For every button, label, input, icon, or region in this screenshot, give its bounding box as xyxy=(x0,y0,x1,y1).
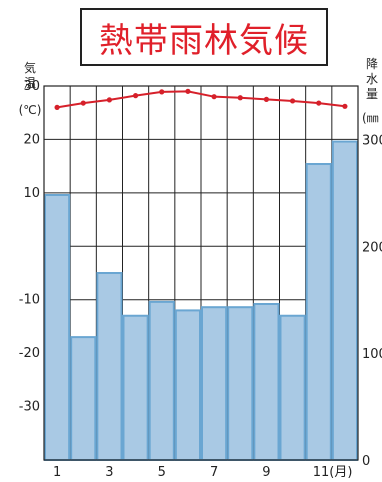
temp-point-9 xyxy=(263,96,270,102)
precip-bar-10 xyxy=(279,314,306,461)
precip-bar-6 xyxy=(174,309,201,461)
left-tick-label: 10 xyxy=(23,186,40,201)
x-tick-label: 9 xyxy=(262,465,270,480)
left-tick-label: -20 xyxy=(19,346,40,361)
left-axis-label-char: 気 xyxy=(24,60,36,75)
temperature-line xyxy=(54,88,348,110)
left-tick-label: 20 xyxy=(23,132,40,147)
temperature-polyline xyxy=(56,90,346,109)
temp-point-7 xyxy=(211,94,217,100)
temp-point-8 xyxy=(237,95,243,101)
left-axis-label-char: 温 xyxy=(24,76,36,90)
left-tick-label: -10 xyxy=(19,293,40,308)
right-axis-unit: (㎜ xyxy=(362,111,379,125)
axis-labels: 気温 (℃) 30 20 10 -10 -20 -30 降水量 (㎜ 300 200 100 0 1 3 5 7 9… xyxy=(19,57,382,480)
temp-point-4 xyxy=(132,93,139,99)
plot-frame xyxy=(43,85,359,461)
right-axis-label-char: 量 xyxy=(366,87,378,101)
temp-point-1 xyxy=(54,104,60,110)
x-tick-label: 11(月) xyxy=(313,465,353,480)
temp-point-10 xyxy=(289,98,296,104)
temp-point-11 xyxy=(316,100,322,106)
precip-bar-2 xyxy=(70,336,97,461)
right-tick-label: 0 xyxy=(362,454,370,469)
precip-bar-9 xyxy=(253,302,280,462)
temp-point-12 xyxy=(342,103,348,109)
precip-bar-7 xyxy=(201,306,228,461)
precip-bar-8 xyxy=(227,306,254,461)
x-tick-label: 7 xyxy=(210,465,218,480)
precip-bar-5 xyxy=(148,300,175,462)
temp-point-5 xyxy=(159,89,165,95)
left-axis-unit: (℃) xyxy=(19,103,42,117)
x-tick-label: 1 xyxy=(53,465,61,480)
right-tick-label: 300 xyxy=(362,133,382,148)
temp-point-3 xyxy=(106,97,113,103)
precip-bar-1 xyxy=(44,193,71,461)
chart-title-box: 熱帯雨林気候 xyxy=(80,8,328,66)
x-tick-label: 3 xyxy=(105,465,113,480)
precip-bar-11 xyxy=(305,163,332,461)
right-tick-label: 200 xyxy=(362,240,382,255)
precip-bar-3 xyxy=(96,272,123,461)
plot-border xyxy=(43,85,359,461)
precipitation-bars xyxy=(44,140,359,462)
precip-bar-4 xyxy=(122,314,149,461)
right-tick-label: 100 xyxy=(362,347,382,362)
chart-title: 熱帯雨林気候 xyxy=(99,20,309,61)
right-axis-label-char: 水 xyxy=(366,72,378,86)
left-tick-label: 30 xyxy=(23,79,40,94)
temp-point-2 xyxy=(80,100,86,106)
precip-bar-12 xyxy=(331,140,359,462)
left-tick-label: -30 xyxy=(19,400,40,415)
right-axis-label-char: 降 xyxy=(366,57,378,71)
x-tick-label: 5 xyxy=(158,465,166,480)
temp-point-6 xyxy=(185,88,191,94)
